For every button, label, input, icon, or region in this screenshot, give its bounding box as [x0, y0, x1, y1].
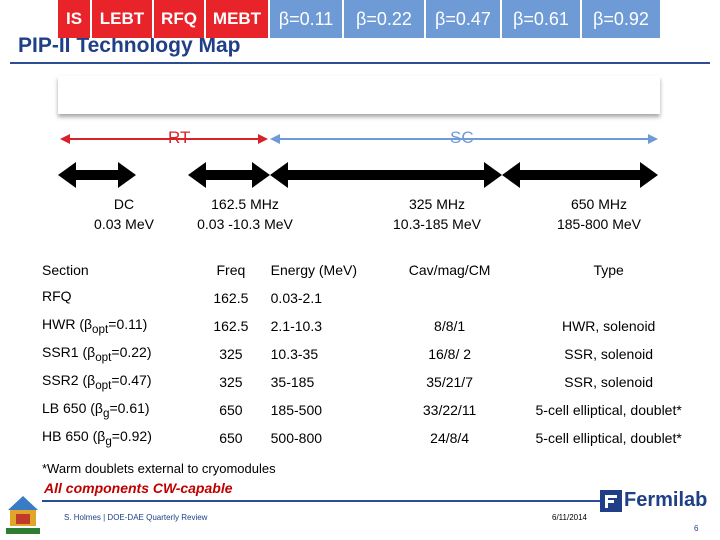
section-cell: SSR1 (βopt=0.22) — [42, 344, 152, 364]
segment-beta-047: β=0.47 — [426, 0, 502, 38]
cav-cell: 16/8/ 2 — [428, 346, 472, 362]
energy-cell: 0.03-2.1 — [270, 290, 323, 306]
table-row: HB 650 (βg=0.92) 650 500-800 24/8/4 5-ce… — [38, 424, 698, 452]
section-cell: HB 650 (βg=0.92) — [42, 428, 152, 448]
energy-cell: 10.3-35 — [270, 346, 319, 362]
freq-1625-arrow — [188, 162, 270, 188]
page-number: 6 — [694, 524, 699, 533]
energy-cell: 35-185 — [270, 374, 315, 390]
segment-beta-061: β=0.61 — [502, 0, 582, 38]
type-cell: SSR, solenoid — [564, 374, 654, 390]
segment-mebt: MEBT — [206, 0, 270, 38]
energy-cell: 185-500 — [270, 402, 323, 418]
table-header-row: Section Freq Energy (MeV) Cav/mag/CM Typ… — [38, 256, 698, 284]
header-section: Section — [42, 262, 89, 278]
fermilab-brand: Fermilab — [624, 489, 708, 511]
segment-is: IS — [58, 0, 92, 38]
page-title: PIP-II Technology Map — [18, 34, 241, 57]
segment-lebt: LEBT — [92, 0, 154, 38]
type-cell — [519, 284, 698, 312]
type-cell: 5-cell elliptical, doublet* — [535, 430, 682, 446]
energy-650-label: 185-800 MeV — [556, 216, 642, 232]
freq-1625-label: 162.5 MHz — [211, 196, 279, 212]
footnote: *Warm doublets external to cryomodules — [42, 461, 276, 476]
section-cell: HWR (βopt=0.11) — [42, 316, 148, 336]
type-cell: SSR, solenoid — [564, 346, 654, 362]
segment-rfq: RFQ — [154, 0, 206, 38]
section-cell: SSR2 (βopt=0.47) — [42, 372, 152, 392]
segment-beta-011: β=0.11 — [270, 0, 344, 38]
type-cell: HWR, solenoid — [561, 318, 656, 334]
dc-arrow — [58, 162, 136, 188]
freq-cell: 650 — [219, 430, 243, 446]
region-arrows — [58, 134, 658, 188]
section-cell: LB 650 (βg=0.61) — [42, 400, 150, 420]
footer-author: S. Holmes | DOE-DAE Quarterly Review — [64, 513, 208, 522]
freq-650-arrow — [502, 162, 658, 188]
energy-cell: 2.1-10.3 — [270, 318, 323, 334]
dc-label-line1: DC — [113, 196, 135, 212]
footer-date: 6/11/2014 — [552, 513, 587, 522]
segment-beta-022: β=0.22 — [344, 0, 426, 38]
header-energy: Energy (MeV) — [270, 262, 357, 278]
header-freq: Freq — [216, 262, 246, 278]
freq-650-label: 650 MHz — [570, 196, 628, 212]
table-row: RFQ 162.5 0.03-2.1 — [38, 284, 698, 312]
cav-cell — [380, 284, 519, 312]
title-divider — [10, 62, 710, 64]
frequency-arrows — [58, 162, 658, 188]
freq-cell: 650 — [219, 402, 243, 418]
footer-divider — [40, 500, 608, 502]
freq-cell: 325 — [219, 346, 243, 362]
cav-cell: 33/22/11 — [422, 402, 477, 418]
cav-cell: 24/8/4 — [430, 430, 470, 446]
cav-cell: 35/21/7 — [426, 374, 473, 390]
cw-note: All components CW-capable — [44, 480, 233, 496]
freq-cell: 325 — [219, 374, 243, 390]
freq-cell: 162.5 — [213, 318, 249, 334]
table-row: HWR (βopt=0.11) 162.5 2.1-10.3 8/8/1 HWR… — [38, 312, 698, 340]
freq-cell: 162.5 — [213, 290, 249, 306]
dc-label-line2: 0.03 MeV — [94, 216, 154, 232]
freq-325-label: 325 MHz — [408, 196, 466, 212]
segment-beta-092: β=0.92 — [582, 0, 660, 38]
rt-label: RT — [168, 128, 191, 147]
sc-label: SC — [450, 128, 474, 147]
institution-logo — [4, 494, 42, 534]
table-row: SSR2 (βopt=0.47) 325 35-185 35/21/7 SSR,… — [38, 368, 698, 396]
table-row: LB 650 (βg=0.61) 650 185-500 33/22/11 5-… — [38, 396, 698, 424]
freq-325-arrow — [270, 162, 502, 188]
sc-arrow — [270, 134, 658, 144]
fermilab-logo-icon — [600, 490, 622, 512]
table-row: SSR1 (βopt=0.22) 325 10.3-35 16/8/ 2 SSR… — [38, 340, 698, 368]
section-cell: RFQ — [42, 288, 72, 305]
energy-1625-label: 0.03 -10.3 MeV — [197, 216, 293, 232]
parameters-table: Section Freq Energy (MeV) Cav/mag/CM Typ… — [38, 256, 698, 452]
header-cav: Cav/mag/CM — [408, 262, 491, 278]
header-type: Type — [593, 262, 624, 278]
rt-arrow — [60, 134, 268, 144]
type-cell: 5-cell elliptical, doublet* — [535, 402, 682, 418]
energy-325-label: 10.3-185 MeV — [393, 216, 481, 232]
energy-cell: 500-800 — [270, 430, 323, 446]
cav-cell: 8/8/1 — [434, 318, 466, 334]
